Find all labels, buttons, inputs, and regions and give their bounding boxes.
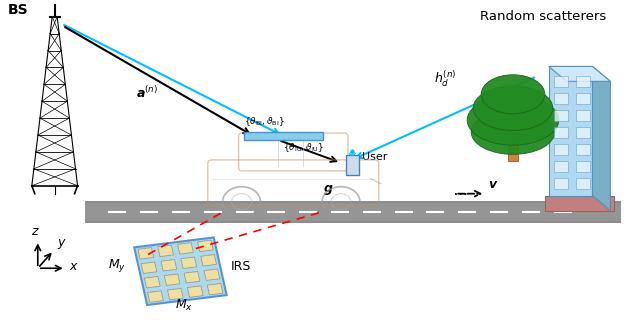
Bar: [575, 76, 589, 87]
Text: $\boldsymbol{v}$: $\boldsymbol{v}$: [488, 178, 499, 191]
Polygon shape: [168, 288, 183, 300]
Polygon shape: [141, 262, 157, 274]
Polygon shape: [548, 67, 611, 81]
Text: User: User: [362, 152, 387, 162]
Polygon shape: [134, 237, 227, 305]
Bar: [554, 93, 568, 104]
Text: $\{\theta_{\mathrm{BI}},\vartheta_{\mathrm{BI}}\}$: $\{\theta_{\mathrm{BI}},\vartheta_{\math…: [244, 115, 284, 128]
Text: $\boldsymbol{a}^{(n)}$: $\boldsymbol{a}^{(n)}$: [136, 85, 158, 101]
Bar: [554, 127, 568, 138]
Text: $z$: $z$: [31, 225, 40, 238]
Text: BS: BS: [8, 3, 29, 17]
Text: $\boldsymbol{g}$: $\boldsymbol{g}$: [323, 183, 333, 197]
Text: $h_d^{(n)}$: $h_d^{(n)}$: [434, 68, 457, 89]
Ellipse shape: [471, 110, 555, 154]
Bar: [508, 139, 518, 161]
Polygon shape: [204, 269, 220, 280]
Text: $M_y$: $M_y$: [108, 257, 126, 274]
Bar: [575, 144, 589, 155]
Bar: [346, 155, 359, 175]
Polygon shape: [138, 248, 154, 259]
Polygon shape: [593, 67, 611, 211]
Polygon shape: [188, 286, 203, 297]
Text: Random scatterers: Random scatterers: [480, 10, 607, 23]
Polygon shape: [545, 196, 614, 211]
Bar: [84, 203, 621, 220]
Bar: [575, 93, 589, 104]
Bar: [554, 76, 568, 87]
Ellipse shape: [481, 75, 545, 114]
Bar: [554, 161, 568, 172]
Text: IRS: IRS: [230, 260, 251, 273]
Polygon shape: [145, 276, 160, 288]
Bar: [554, 110, 568, 121]
Bar: [554, 144, 568, 155]
Polygon shape: [184, 271, 200, 283]
Bar: [548, 67, 593, 196]
Bar: [84, 201, 621, 222]
Polygon shape: [201, 254, 216, 266]
Polygon shape: [198, 240, 213, 252]
Polygon shape: [164, 274, 180, 285]
Bar: [554, 178, 568, 189]
Bar: [575, 178, 589, 189]
Polygon shape: [207, 284, 223, 295]
Polygon shape: [181, 257, 196, 268]
Bar: [575, 110, 589, 121]
Text: $\{\theta_{\mathrm{IU}},\vartheta_{\mathrm{IU}}\}$: $\{\theta_{\mathrm{IU}},\vartheta_{\math…: [284, 141, 324, 154]
Bar: [575, 161, 589, 172]
Text: $M_x$: $M_x$: [175, 298, 193, 313]
Ellipse shape: [467, 95, 559, 145]
Text: $x$: $x$: [68, 260, 79, 273]
Ellipse shape: [473, 86, 553, 131]
Polygon shape: [148, 291, 163, 302]
Text: $y$: $y$: [57, 237, 67, 252]
Polygon shape: [178, 243, 193, 254]
Polygon shape: [158, 245, 173, 257]
Polygon shape: [161, 260, 177, 271]
Bar: [575, 127, 589, 138]
Bar: [244, 132, 323, 140]
